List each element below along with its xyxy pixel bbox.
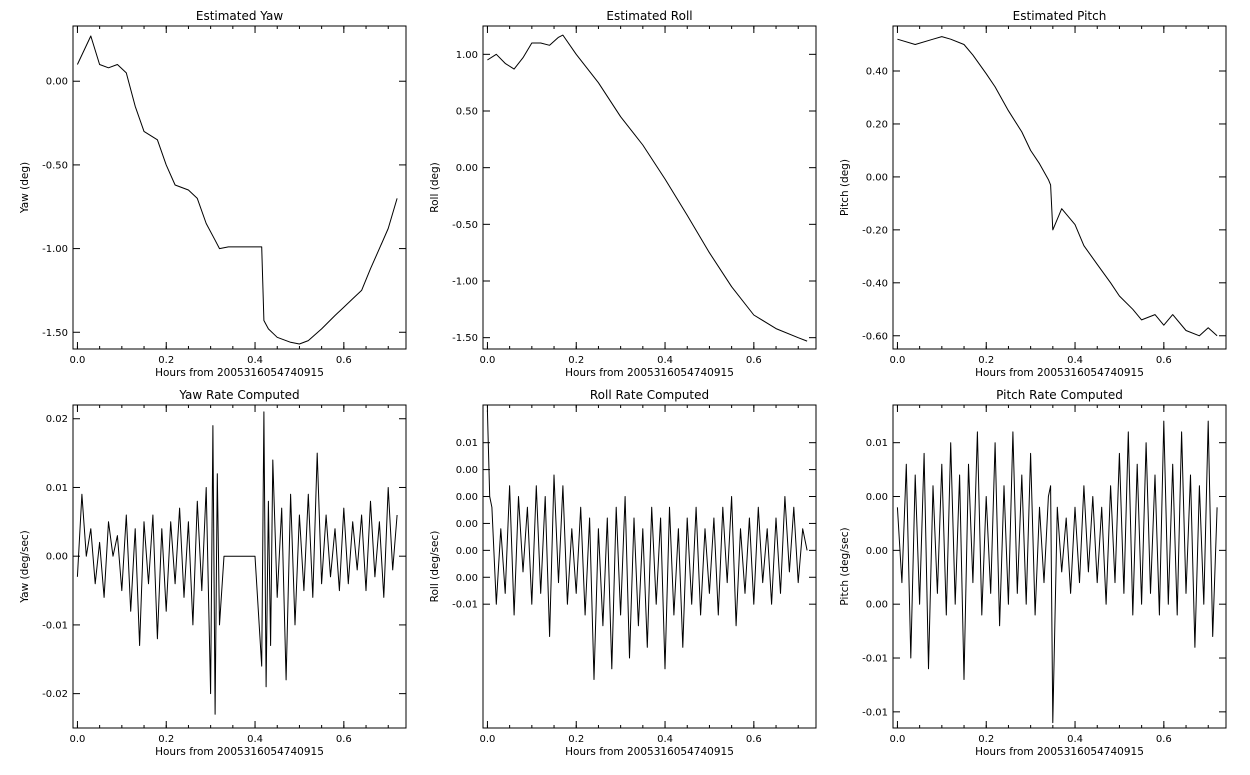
y-tick-label: 0.01 [46, 483, 68, 494]
x-axis-label: Hours from 2005316054740915 [155, 746, 324, 758]
x-axis-label: Hours from 2005316054740915 [565, 367, 734, 379]
plot-frame [892, 404, 1227, 729]
y-tick-label: 0.00 [866, 600, 888, 611]
series-line [486, 410, 808, 680]
x-tick-label: 0.6 [336, 355, 352, 366]
y-tick-label: -0.60 [862, 331, 888, 342]
x-tick-label: 0.4 [1067, 734, 1083, 745]
y-tick-label: 0.00 [456, 465, 478, 476]
y-tick-label: 0.00 [46, 77, 68, 88]
y-tick-label: -1.50 [42, 328, 68, 339]
x-tick-label: 0.4 [1067, 355, 1083, 366]
chart-panel-roll: Estimated Roll Hours from 200531605474091… [429, 9, 817, 379]
y-tick-label: 0.00 [456, 573, 478, 584]
x-axis-label: Hours from 2005316054740915 [975, 367, 1144, 379]
series-line [897, 36, 1218, 337]
x-tick-label: 0.0 [889, 734, 905, 745]
chart-title: Estimated Yaw [196, 9, 283, 23]
x-tick-label: 0.4 [657, 355, 673, 366]
plot-frame [892, 25, 1227, 350]
x-tick-label: 0.2 [978, 734, 994, 745]
series-line [487, 34, 808, 342]
chart-panel-yaw: Estimated Yaw Hours from 2005316054740915… [19, 9, 407, 379]
y-tick-label: 0.00 [456, 492, 478, 503]
y-axis-label: Pitch (deg) [839, 159, 851, 216]
x-tick-label: 0.0 [479, 734, 495, 745]
y-tick-label: -1.50 [452, 333, 478, 344]
chart-title: Yaw Rate Computed [178, 388, 299, 402]
y-tick-label: 0.00 [866, 492, 888, 503]
x-tick-label: 0.0 [69, 355, 85, 366]
plot-frame [482, 25, 817, 350]
x-tick-label: 0.0 [69, 734, 85, 745]
y-tick-label: -0.20 [862, 225, 888, 236]
y-tick-label: 0.02 [46, 414, 68, 425]
x-tick-label: 0.6 [746, 355, 762, 366]
x-tick-label: 0.2 [158, 355, 174, 366]
y-tick-label: -0.50 [452, 220, 478, 231]
y-tick-label: -0.01 [452, 600, 478, 611]
x-axis-label: Hours from 2005316054740915 [975, 746, 1144, 758]
x-tick-label: 0.6 [1156, 734, 1172, 745]
y-tick-label: 0.00 [456, 546, 478, 557]
x-tick-label: 0.6 [746, 734, 762, 745]
y-tick-label: -1.00 [452, 277, 478, 288]
y-tick-label: 0.50 [456, 107, 478, 118]
x-tick-label: 0.6 [1156, 355, 1172, 366]
chart-panel-yaw-rate: Yaw Rate Computed Hours from 200531605474… [19, 388, 407, 758]
y-tick-label: 0.00 [456, 519, 478, 530]
y-tick-label: -0.01 [862, 707, 888, 718]
chart-panel-pitch-rate: Pitch Rate Computed Hours from 2005316054… [839, 388, 1227, 758]
y-tick-label: -0.02 [42, 689, 68, 700]
y-tick-label: 0.00 [456, 163, 478, 174]
y-tick-label: 0.00 [866, 172, 888, 183]
y-tick-label: 0.00 [866, 546, 888, 557]
chart-title: Pitch Rate Computed [996, 388, 1123, 402]
series-line [896, 420, 1218, 724]
series-line [76, 411, 398, 715]
y-tick-label: 0.40 [866, 67, 888, 78]
chart-panel-pitch: Estimated Pitch Hours from 20053160547409… [839, 9, 1227, 379]
y-tick-label: -0.50 [42, 160, 68, 171]
y-axis-label: Roll (deg) [429, 162, 441, 212]
x-tick-label: 0.2 [568, 355, 584, 366]
x-axis-label: Hours from 2005316054740915 [565, 746, 734, 758]
x-tick-label: 0.6 [336, 734, 352, 745]
chart-title: Roll Rate Computed [590, 388, 709, 402]
y-tick-label: 0.00 [46, 552, 68, 563]
x-tick-label: 0.0 [479, 355, 495, 366]
y-tick-label: -0.01 [42, 620, 68, 631]
y-axis-label: Pitch (deg/sec) [839, 527, 851, 605]
x-tick-label: 0.4 [247, 355, 263, 366]
series-line [76, 35, 398, 345]
chart-title: Estimated Pitch [1013, 9, 1107, 23]
y-tick-label: 1.00 [456, 50, 478, 61]
plot-frame [72, 25, 407, 350]
y-tick-label: 0.01 [866, 438, 888, 449]
x-tick-label: 0.4 [657, 734, 673, 745]
chart-title: Estimated Roll [606, 9, 692, 23]
y-axis-label: Roll (deg/sec) [429, 531, 441, 603]
plot-frame [482, 404, 817, 729]
y-tick-label: 0.20 [866, 119, 888, 130]
x-axis-label: Hours from 2005316054740915 [155, 367, 324, 379]
y-tick-label: -0.01 [862, 654, 888, 665]
x-tick-label: 0.4 [247, 734, 263, 745]
plot-frame [72, 404, 407, 729]
x-tick-label: 0.2 [158, 734, 174, 745]
y-tick-label: -1.00 [42, 244, 68, 255]
y-tick-label: -0.40 [862, 278, 888, 289]
x-tick-label: 0.0 [889, 355, 905, 366]
y-tick-label: 0.01 [456, 438, 478, 449]
y-axis-label: Yaw (deg) [19, 162, 31, 214]
x-tick-label: 0.2 [978, 355, 994, 366]
x-tick-label: 0.2 [568, 734, 584, 745]
chart-panel-roll-rate: Roll Rate Computed Hours from 20053160547… [429, 388, 817, 758]
y-axis-label: Yaw (deg/sec) [19, 530, 31, 604]
